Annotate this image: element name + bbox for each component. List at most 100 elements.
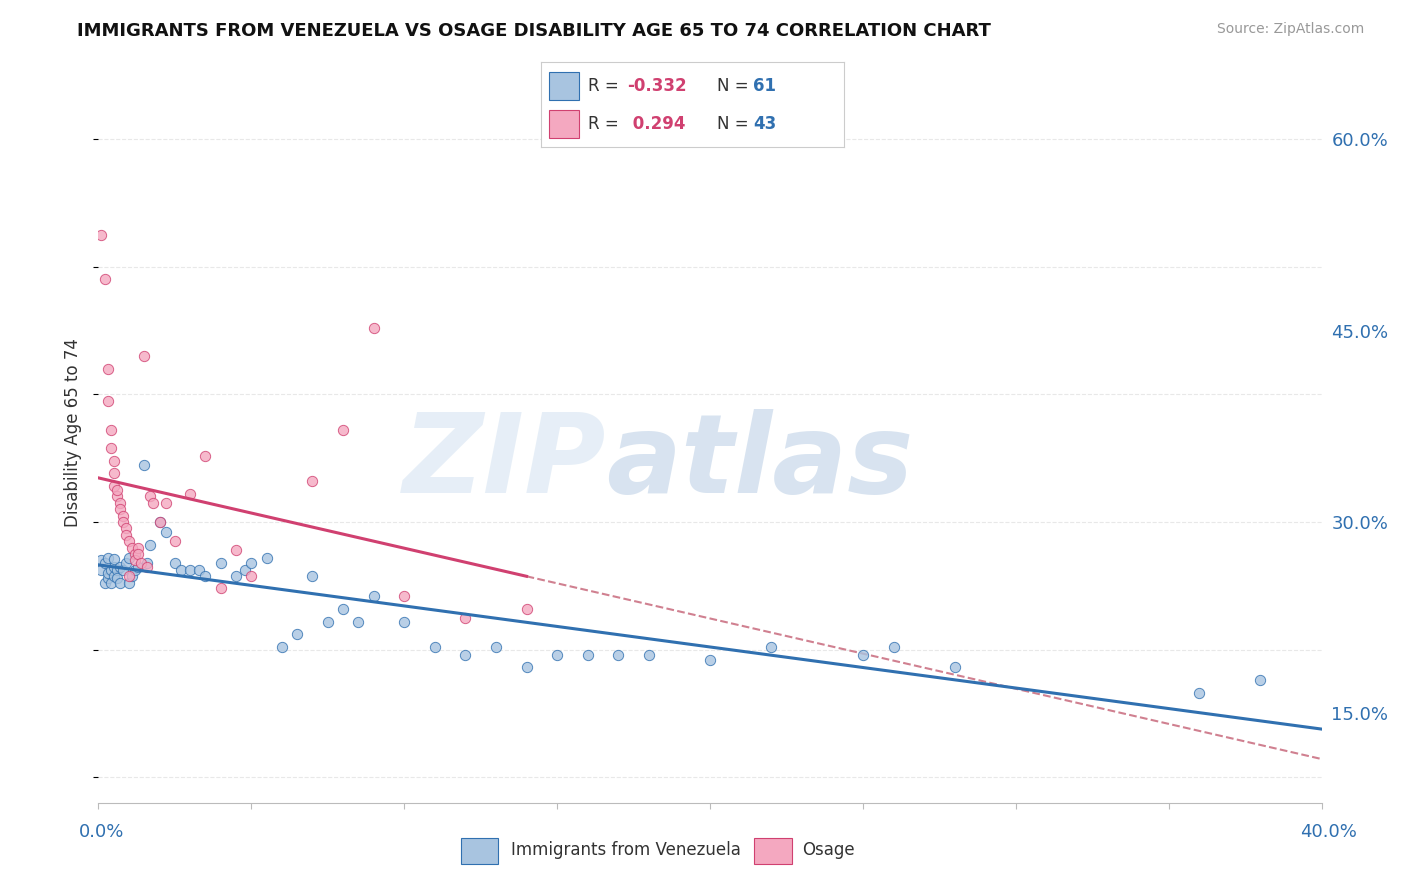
- Point: [209, 582, 232, 596]
- Point: [103, 479, 125, 493]
- Point: [454, 610, 477, 624]
- Bar: [548, 71, 579, 100]
- Text: Osage: Osage: [803, 840, 855, 859]
- Text: R =: R =: [588, 77, 624, 95]
- Text: 43: 43: [754, 115, 776, 133]
- Y-axis label: Disability Age 65 to 74: Disability Age 65 to 74: [65, 338, 83, 527]
- Text: 0.0%: 0.0%: [79, 822, 124, 840]
- Point: [225, 543, 247, 558]
- Text: ZIP: ZIP: [402, 409, 606, 516]
- Point: [1188, 686, 1211, 700]
- Text: -0.332: -0.332: [627, 77, 688, 95]
- Point: [392, 615, 416, 629]
- Text: R =: R =: [588, 115, 624, 133]
- Point: [111, 508, 134, 523]
- Point: [163, 556, 186, 570]
- Point: [118, 568, 141, 582]
- Point: [392, 589, 416, 603]
- Point: [139, 538, 162, 552]
- Point: [179, 487, 201, 501]
- Point: [285, 627, 308, 641]
- Point: [149, 515, 172, 529]
- Point: [103, 568, 125, 582]
- Point: [97, 361, 120, 376]
- Point: [97, 571, 120, 585]
- Point: [363, 321, 385, 335]
- Bar: [755, 838, 792, 863]
- Point: [124, 547, 146, 561]
- Point: [115, 556, 138, 570]
- Point: [240, 556, 263, 570]
- Point: [93, 576, 115, 591]
- Point: [347, 615, 370, 629]
- Point: [943, 660, 966, 674]
- Point: [155, 496, 177, 510]
- Bar: [548, 110, 579, 138]
- Point: [118, 534, 141, 549]
- Point: [699, 653, 721, 667]
- Point: [90, 553, 112, 567]
- Text: 0.294: 0.294: [627, 115, 686, 133]
- Point: [105, 571, 128, 585]
- Point: [97, 566, 120, 580]
- Point: [363, 589, 385, 603]
- Point: [124, 553, 146, 567]
- Point: [225, 568, 247, 582]
- Point: [100, 576, 122, 591]
- Point: [485, 640, 508, 654]
- Point: [256, 550, 278, 565]
- Point: [118, 550, 141, 565]
- Point: [127, 541, 149, 555]
- Point: [240, 568, 263, 582]
- Text: Source: ZipAtlas.com: Source: ZipAtlas.com: [1216, 22, 1364, 37]
- Point: [332, 601, 354, 615]
- Text: IMMIGRANTS FROM VENEZUELA VS OSAGE DISABILITY AGE 65 TO 74 CORRELATION CHART: IMMIGRANTS FROM VENEZUELA VS OSAGE DISAB…: [77, 22, 991, 40]
- Point: [129, 556, 152, 570]
- Point: [108, 502, 131, 516]
- Text: atlas: atlas: [606, 409, 914, 516]
- Point: [301, 474, 323, 488]
- Point: [103, 453, 125, 467]
- Point: [316, 615, 339, 629]
- Point: [105, 490, 128, 504]
- Point: [188, 564, 211, 578]
- Point: [607, 648, 630, 662]
- Point: [332, 423, 354, 437]
- Point: [111, 515, 134, 529]
- Bar: [461, 838, 498, 863]
- Point: [93, 556, 115, 570]
- Point: [134, 349, 156, 363]
- Text: N =: N =: [717, 115, 754, 133]
- Point: [121, 541, 143, 555]
- Point: [883, 640, 905, 654]
- Point: [115, 521, 138, 535]
- Point: [127, 559, 149, 574]
- Point: [179, 564, 201, 578]
- Point: [516, 601, 538, 615]
- Text: 61: 61: [754, 77, 776, 95]
- Point: [108, 576, 131, 591]
- Point: [134, 458, 156, 472]
- Point: [90, 227, 112, 242]
- Point: [576, 648, 599, 662]
- Point: [100, 441, 122, 455]
- Point: [103, 559, 125, 574]
- Point: [136, 556, 159, 570]
- Point: [163, 534, 186, 549]
- Point: [270, 640, 292, 654]
- Point: [97, 393, 120, 408]
- Point: [209, 556, 232, 570]
- Point: [103, 467, 125, 481]
- Point: [103, 552, 125, 566]
- Point: [115, 527, 138, 541]
- Point: [108, 496, 131, 510]
- Point: [124, 564, 146, 578]
- Point: [155, 525, 177, 540]
- Point: [100, 564, 122, 578]
- Point: [100, 423, 122, 437]
- Point: [301, 568, 323, 582]
- Point: [121, 568, 143, 582]
- Point: [108, 559, 131, 574]
- Point: [194, 568, 217, 582]
- Point: [423, 640, 446, 654]
